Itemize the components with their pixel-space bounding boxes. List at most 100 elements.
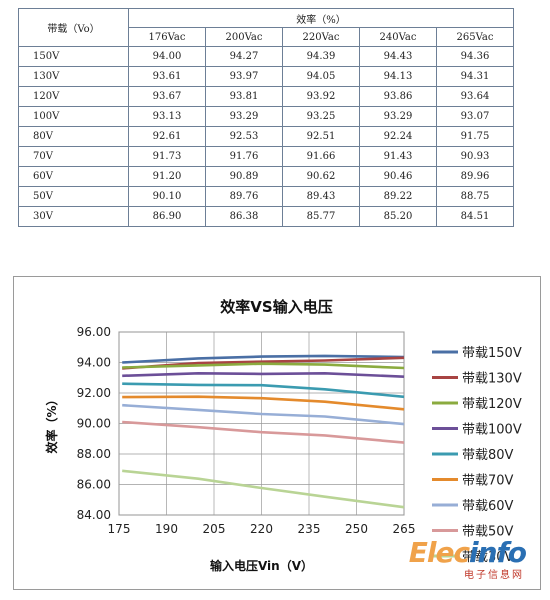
value-cell: 93.61 <box>128 66 206 87</box>
value-cell: 92.61 <box>128 126 206 147</box>
load-cell: 60V <box>18 166 129 187</box>
value-cell: 89.96 <box>436 166 514 187</box>
value-cell: 93.81 <box>205 86 283 107</box>
legend-entry: 带载60V <box>462 499 514 514</box>
value-cell: 90.46 <box>359 166 437 187</box>
value-cell: 93.67 <box>128 86 206 107</box>
value-cell: 92.53 <box>205 126 283 147</box>
value-cell: 91.76 <box>205 146 283 167</box>
value-cell: 93.25 <box>282 106 360 127</box>
table-row: 130V 93.61 93.97 94.05 94.13 94.31 <box>18 66 514 87</box>
y-tick-label: 90.00 <box>77 417 111 431</box>
value-cell: 84.51 <box>436 206 514 227</box>
watermark-text-b: info <box>469 536 527 569</box>
series-line-4 <box>122 382 405 399</box>
legend-entry: 带载150V <box>462 346 522 361</box>
chart-area: 175 190 205 220 235 250 265 84.00 86.00 88.00 90.0… <box>13 276 541 590</box>
watermark-logo: Elecinfo <box>408 536 527 569</box>
value-cell: 94.27 <box>205 46 283 67</box>
legend-entry: 带载120V <box>462 397 522 412</box>
value-cell: 85.77 <box>282 206 360 227</box>
column-header: 265Vac <box>436 27 514 47</box>
table-row: 60V 91.20 90.89 90.62 90.46 89.96 <box>18 166 514 187</box>
x-tick-label: 250 <box>345 522 368 536</box>
y-tick-label: 88.00 <box>77 447 111 461</box>
value-cell: 93.29 <box>359 106 437 127</box>
legend-entry: 带载100V <box>462 423 522 438</box>
value-cell: 91.66 <box>282 146 360 167</box>
value-cell: 93.64 <box>436 86 514 107</box>
value-cell: 89.43 <box>282 186 360 207</box>
value-cell: 89.76 <box>205 186 283 207</box>
table-row: 50V 90.10 89.76 89.43 89.22 88.75 <box>18 186 514 207</box>
load-cell: 100V <box>18 106 129 127</box>
table-row: 30V 86.90 86.38 85.77 85.20 84.51 <box>18 206 514 227</box>
value-cell: 94.13 <box>359 66 437 87</box>
legend-entry: 带载70V <box>462 474 514 489</box>
load-cell: 50V <box>18 186 129 207</box>
y-axis-label: 效率（%） <box>44 393 59 453</box>
value-cell: 93.29 <box>205 106 283 127</box>
legend-entry: 带载80V <box>462 448 514 463</box>
legend-entry: 带载30V <box>462 550 514 565</box>
series-line-0 <box>122 354 405 364</box>
value-cell: 94.00 <box>128 46 206 67</box>
series-line-7 <box>122 420 405 444</box>
x-tick-label: 205 <box>203 522 226 536</box>
value-cell: 90.62 <box>282 166 360 187</box>
load-cell: 80V <box>18 126 129 147</box>
efficiency-chart: 175 190 205 220 235 250 265 84.00 86.00 88.00 90.0… <box>44 298 522 573</box>
value-cell: 94.39 <box>282 46 360 67</box>
value-cell: 86.90 <box>128 206 206 227</box>
x-tick-label: 235 <box>298 522 321 536</box>
load-cell: 120V <box>18 86 129 107</box>
value-cell: 93.86 <box>359 86 437 107</box>
value-cell: 93.07 <box>436 106 514 127</box>
column-header: 240Vac <box>359 27 437 47</box>
legend-entry: 带载50V <box>462 525 514 540</box>
value-cell: 93.13 <box>128 106 206 127</box>
table-row: 100V 93.13 93.29 93.25 93.29 93.07 <box>18 106 514 127</box>
load-cell: 30V <box>18 206 129 227</box>
table-body: 150V 94.00 94.27 94.39 94.43 94.36 130V 93.61 93… <box>18 46 514 227</box>
legend-entry: 带载130V <box>462 372 522 387</box>
value-cell: 94.43 <box>359 46 437 67</box>
chart-title: 效率VS输入电压 <box>220 298 332 316</box>
x-tick-label: 175 <box>108 522 131 536</box>
value-cell: 93.92 <box>282 86 360 107</box>
efficiency-header: 效率（%） <box>128 8 514 28</box>
value-cell: 93.97 <box>205 66 283 87</box>
value-cell: 91.75 <box>436 126 514 147</box>
column-header: 220Vac <box>282 27 360 47</box>
table-row: 150V 94.00 94.27 94.39 94.43 94.36 <box>18 46 514 67</box>
value-cell: 90.89 <box>205 166 283 187</box>
value-cell: 85.20 <box>359 206 437 227</box>
y-tick-label: 84.00 <box>77 508 111 522</box>
x-axis-label: 输入电压Vin（V） <box>210 558 313 573</box>
value-cell: 86.38 <box>205 206 283 227</box>
value-cell: 92.51 <box>282 126 360 147</box>
load-cell: 130V <box>18 66 129 87</box>
value-cell: 92.24 <box>359 126 437 147</box>
series-line-2 <box>122 362 405 370</box>
watermark-text-a: Elec <box>408 536 470 569</box>
value-cell: 94.36 <box>436 46 514 67</box>
value-cell: 90.10 <box>128 186 206 207</box>
value-cell: 94.05 <box>282 66 360 87</box>
load-cell: 70V <box>18 146 129 167</box>
table-row: 120V 93.67 93.81 93.92 93.86 93.64 <box>18 86 514 107</box>
efficiency-table: 带载（Vo） 效率（%） 176Vac 200Vac 220Vac 240Vac 265… <box>18 8 514 227</box>
value-cell: 91.43 <box>359 146 437 167</box>
series-line-3 <box>122 372 405 378</box>
column-header-row: 176Vac 200Vac 220Vac 240Vac 265Vac <box>19 27 514 47</box>
watermark-subtitle: 电子信息网 <box>464 570 524 581</box>
column-header: 200Vac <box>205 27 283 47</box>
load-header: 带载（Vo） <box>18 8 129 47</box>
value-cell: 91.73 <box>128 146 206 167</box>
value-cell: 91.20 <box>128 166 206 187</box>
value-cell: 90.93 <box>436 146 514 167</box>
column-header: 176Vac <box>128 27 206 47</box>
value-cell: 88.75 <box>436 186 514 207</box>
y-tick-label: 94.00 <box>77 356 111 370</box>
table-row: 80V 92.61 92.53 92.51 92.24 91.75 <box>18 126 514 147</box>
